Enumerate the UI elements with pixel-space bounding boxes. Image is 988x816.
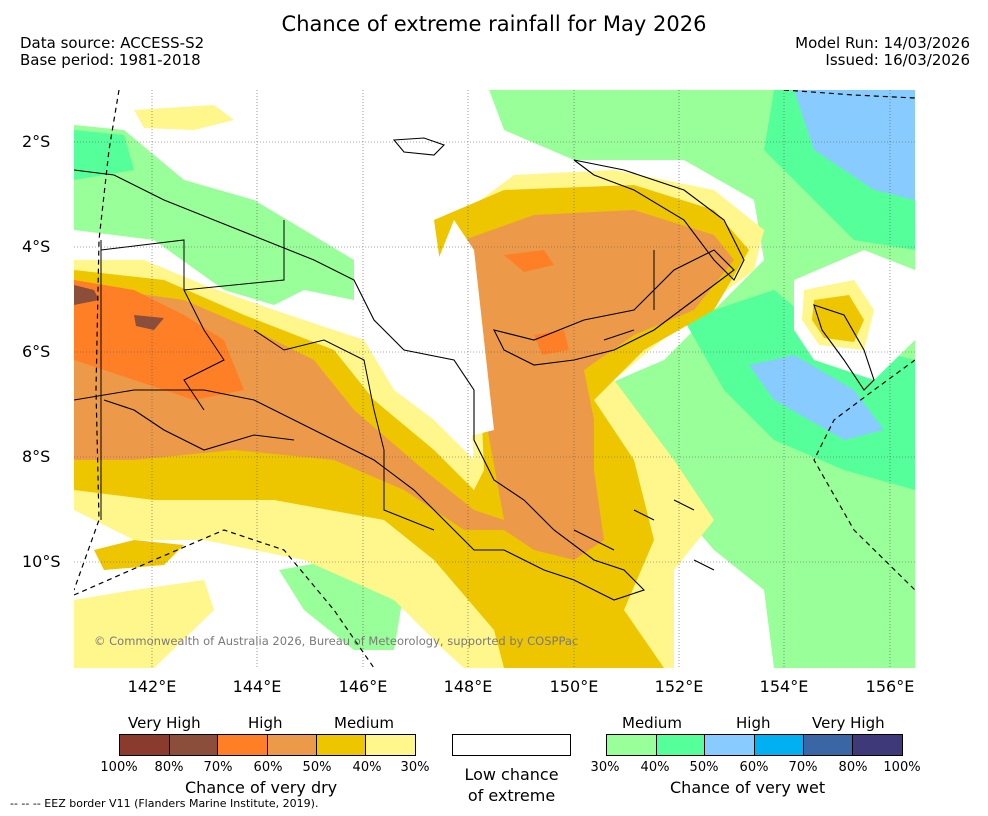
dry-swatch-60	[268, 735, 317, 755]
lat-label-6s: 6°S	[22, 342, 51, 361]
map-title: Chance of extreme rainfall for May 2026	[281, 12, 707, 36]
wet-tick-60: 60%	[739, 760, 769, 775]
eez-border-north	[783, 90, 915, 99]
dry-zone-very-high-80	[74, 285, 99, 305]
dry-color-scale	[119, 734, 416, 756]
lon-label-152e: 152°E	[654, 677, 704, 696]
wet-category-very-high: Very High	[812, 714, 885, 732]
wet-tick-50: 50%	[689, 760, 719, 775]
data-source-text: Data source: ACCESS-S2	[20, 34, 205, 52]
wet-legend-title: Chance of very wet	[670, 778, 826, 797]
province-boundary-3	[253, 329, 375, 411]
lon-label-146e: 146°E	[338, 677, 388, 696]
wet-zone-northwest-40	[74, 130, 134, 180]
wet-category-high: High	[736, 714, 771, 732]
bougainville-coastline	[813, 304, 875, 391]
wet-color-scale	[606, 734, 903, 756]
lat-label-10s: 10°S	[22, 552, 61, 571]
lat-label-4s: 4°S	[22, 237, 51, 256]
lon-label-144e: 144°E	[232, 677, 282, 696]
dry-tick-80: 80%	[154, 760, 184, 775]
wet-zone-high-50-east	[749, 355, 884, 440]
dry-zone-bougainville-50	[812, 295, 864, 342]
dry-swatch-40	[366, 735, 416, 755]
province-boundary-2	[183, 289, 225, 411]
dry-category-medium: Medium	[334, 714, 394, 732]
low-chance-line-1: Low chance	[464, 765, 559, 784]
dry-swatch-50	[316, 735, 367, 755]
wet-zone-high-50-north	[794, 90, 915, 200]
wet-tick-100: 100%	[883, 760, 921, 775]
low-chance-line-2: of extreme	[467, 786, 556, 805]
meta-left: Data source: ACCESS-S2 Base period: 1981…	[20, 35, 204, 69]
dry-tick-30: 30%	[400, 760, 430, 775]
dry-zone-top-40	[134, 105, 234, 130]
lon-label-154e: 154°E	[759, 677, 809, 696]
new-britain-coastline	[492, 249, 735, 366]
lon-label-150e: 150°E	[549, 677, 599, 696]
wet-tick-40: 40%	[640, 760, 670, 775]
dry-legend-title: Chance of very dry	[185, 778, 338, 797]
wet-swatch-60	[755, 735, 804, 755]
eez-border-south	[74, 529, 375, 668]
wet-swatch-80	[853, 735, 903, 755]
new-guinea-coastline	[74, 169, 646, 601]
fly-river	[103, 399, 295, 451]
lat-label-2s: 2°S	[22, 132, 51, 151]
wet-swatch-30	[607, 735, 657, 755]
milne-bay-islands	[573, 499, 715, 571]
low-chance-west-central	[404, 220, 494, 440]
borders	[100, 220, 655, 531]
model-run-text: Model Run: 14/03/2026	[795, 34, 970, 52]
rainfall-map: © Commonwealth of Australia 2026, Bureau…	[74, 90, 915, 668]
wet-tick-80: 80%	[838, 760, 868, 775]
dry-zone-southwest-40	[74, 580, 214, 668]
lon-label-156e: 156°E	[865, 677, 915, 696]
dry-tick-40: 40%	[352, 760, 382, 775]
dry-category-very-high: Very High	[128, 714, 201, 732]
dry-zone-high-70-patch-1	[504, 250, 554, 272]
dry-swatch-80	[169, 735, 219, 755]
lat-label-8s: 8°S	[22, 447, 51, 466]
wet-category-medium: Medium	[622, 714, 682, 732]
admiralty-islands-coastline	[392, 137, 446, 156]
copyright-text: © Commonwealth of Australia 2026, Bureau…	[94, 634, 578, 648]
wet-zone-northeast	[489, 90, 915, 668]
wet-swatch-70	[803, 735, 854, 755]
dry-category-high: High	[248, 714, 283, 732]
dry-zone-very-high-80-patch	[134, 315, 164, 330]
meta-right: Model Run: 14/03/2026 Issued: 16/03/2026	[795, 35, 970, 69]
coastlines	[74, 137, 875, 601]
issued-text: Issued: 16/03/2026	[825, 51, 970, 69]
lon-label-148e: 148°E	[443, 677, 493, 696]
dry-zone-high-60	[74, 210, 734, 560]
wet-swatch-50	[705, 735, 756, 755]
province-boundary-4	[373, 409, 435, 531]
dry-tick-50: 50%	[302, 760, 332, 775]
map-grid	[74, 90, 915, 668]
dry-tick-70: 70%	[203, 760, 233, 775]
dry-swatch-70	[218, 735, 269, 755]
eez-borders	[74, 90, 915, 668]
dry-tick-100: 100%	[100, 760, 138, 775]
eez-footnote: -- -- -- EEZ border V11 (Flanders Marine…	[10, 797, 319, 810]
new-ireland-coastline	[573, 159, 745, 281]
low-chance-swatch	[452, 734, 571, 756]
base-period-text: Base period: 1981-2018	[20, 51, 201, 69]
province-boundary-5	[603, 250, 655, 341]
wet-tick-30: 30%	[590, 760, 620, 775]
dry-zone-southwest-50	[94, 540, 184, 570]
dry-tick-60: 60%	[253, 760, 283, 775]
lon-label-142e: 142°E	[127, 677, 177, 696]
dry-zone-high-70	[74, 280, 244, 400]
wet-tick-70: 70%	[788, 760, 818, 775]
dry-swatch-100	[120, 735, 170, 755]
wet-swatch-40	[656, 735, 706, 755]
eez-border-west	[74, 90, 120, 591]
low-chance-label: Low chance of extreme	[440, 764, 583, 806]
